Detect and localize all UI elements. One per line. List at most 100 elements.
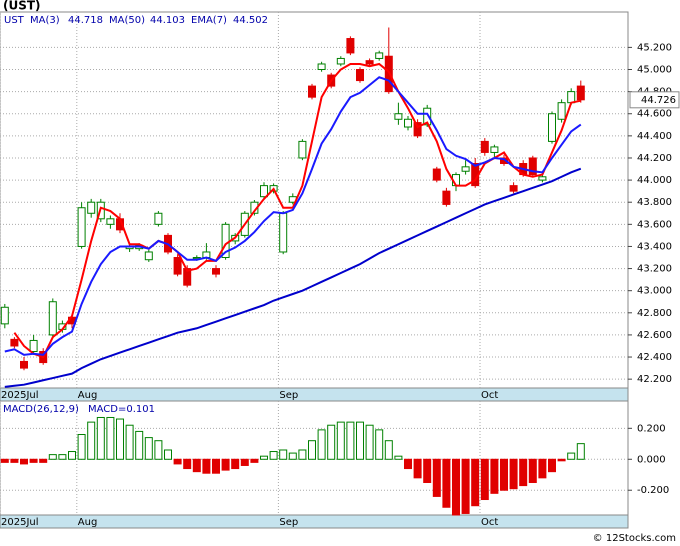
candle-body	[480, 140, 489, 153]
candle-body	[375, 52, 384, 59]
macd-bar	[490, 458, 499, 494]
x-tick-label: 2025Jul	[1, 390, 39, 401]
candle-body	[490, 146, 499, 153]
macd-bar	[279, 449, 288, 460]
candle-body	[317, 63, 326, 71]
legend-symbol: UST	[4, 15, 25, 26]
macd-bar	[413, 458, 422, 479]
candle-body	[413, 122, 422, 137]
y-tick-label: 43.200	[637, 264, 672, 275]
macd-bar	[509, 458, 518, 490]
y-tick-label: -0.200	[637, 485, 669, 496]
macd-bar	[356, 421, 364, 460]
candle-body	[442, 190, 451, 205]
x-tick-label: Aug	[78, 517, 98, 528]
y-tick-label: 45.200	[637, 42, 672, 53]
candle-body	[173, 257, 182, 275]
legend-value: 44.502	[233, 15, 268, 26]
macd-bar	[116, 418, 124, 460]
candle-body	[48, 301, 57, 336]
candle-body	[0, 306, 9, 325]
y-tick-label: 43.800	[637, 197, 672, 208]
macd-bar	[365, 424, 374, 460]
macd-bar	[164, 449, 172, 460]
candle-body	[212, 268, 220, 275]
macd-bar	[48, 454, 57, 460]
macd-value: MACD=0.101	[88, 404, 155, 415]
y-tick-label: 44.400	[637, 131, 672, 142]
macd-bar	[288, 452, 297, 460]
macd-bar	[125, 424, 134, 460]
candle-body	[308, 85, 316, 98]
price-tag-label: 44.726	[641, 95, 676, 106]
candle-body	[576, 85, 585, 101]
macd-bar	[96, 416, 105, 460]
y-tick-label: 43.600	[637, 219, 672, 230]
macd-bar	[327, 424, 336, 460]
macd-bar	[0, 458, 9, 463]
candle-body	[10, 338, 19, 347]
ma-line	[4, 76, 582, 356]
macd-bar	[173, 458, 182, 465]
candle-body	[557, 102, 566, 120]
price-tag	[629, 91, 680, 109]
legend-value: 44.718	[68, 15, 103, 26]
macd-bar	[461, 458, 470, 514]
y-tick-label: 42.800	[637, 308, 672, 319]
x-tick-label: Aug	[78, 390, 98, 401]
x-tick-label: 2025Jul	[1, 517, 39, 528]
macd-bar	[154, 440, 163, 460]
date-strip	[0, 514, 629, 529]
macd-bar	[240, 458, 249, 466]
legend-value: 44.103	[150, 15, 185, 26]
candle-body	[432, 168, 441, 181]
macd-bar	[106, 416, 115, 460]
macd-bar	[500, 458, 508, 491]
macd-bar	[432, 458, 441, 497]
macd-bar	[87, 421, 96, 460]
macd-bar	[10, 458, 19, 463]
y-tick-label: 43.400	[637, 241, 672, 252]
candle-body	[423, 107, 432, 126]
y-tick-label: 0.200	[637, 423, 666, 434]
macd-bar	[308, 440, 316, 460]
candle-body	[548, 113, 556, 142]
macd-bar	[39, 458, 48, 463]
macd-bar	[250, 458, 259, 463]
macd-bar	[442, 458, 451, 508]
x-tick-label: Sep	[279, 390, 298, 401]
macd-bar	[404, 458, 412, 470]
macd-bar	[260, 455, 268, 460]
macd-bar	[231, 458, 240, 470]
macd-bar	[471, 458, 480, 507]
candle-body	[538, 176, 547, 181]
y-tick-label: 44.600	[637, 109, 672, 120]
y-tick-label: 42.400	[637, 352, 672, 363]
y-tick-label: 45.000	[637, 65, 672, 76]
candle-body	[356, 69, 364, 82]
candle-body	[106, 218, 115, 225]
y-tick-label: 42.600	[637, 330, 672, 341]
macd-bar	[375, 429, 384, 460]
candle-body	[567, 91, 576, 104]
macd-bar	[346, 421, 355, 460]
candle-body	[29, 339, 38, 353]
macd-bar	[20, 458, 28, 465]
x-tick-label: Oct	[481, 390, 498, 401]
macd-bar	[384, 440, 393, 460]
y-tick-label: 42.200	[637, 374, 672, 385]
macd-bar	[183, 458, 192, 470]
x-tick-label: Sep	[279, 517, 298, 528]
macd-bar	[567, 452, 576, 460]
macd-bar	[317, 429, 326, 460]
price-panel	[0, 11, 629, 389]
candle-body	[279, 212, 288, 253]
macd-bar	[77, 434, 86, 460]
macd-bar	[269, 451, 278, 460]
legend-name: EMA(7)	[191, 15, 227, 26]
macd-legend: MACD(26,12,9)	[3, 404, 79, 415]
copyright: © 12Stocks.com	[593, 533, 676, 544]
macd-bar	[557, 458, 566, 462]
macd-bar	[202, 458, 211, 474]
ma-line	[4, 167, 582, 388]
